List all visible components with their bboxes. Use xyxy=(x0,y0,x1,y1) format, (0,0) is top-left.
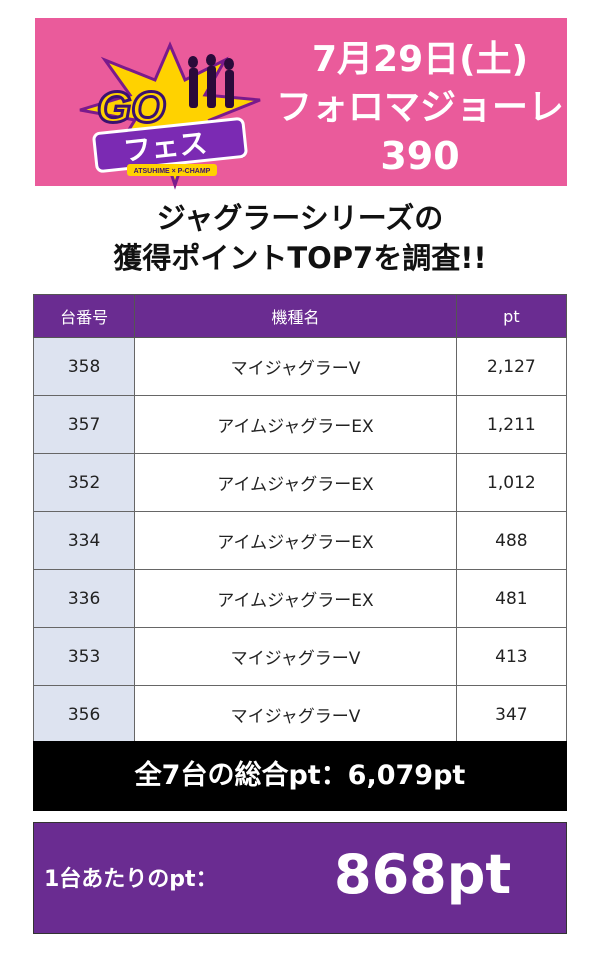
heading-line-1: ジャグラーシリーズの xyxy=(156,201,444,235)
table-row: 352 アイムジャグラーEX 1,012 xyxy=(32,453,568,512)
unit-number-cell: 352 xyxy=(32,453,136,512)
total-points-banner: 全7台の総合pt：6,079pt xyxy=(33,741,567,811)
page-heading: ジャグラーシリーズの 獲得ポイントTOP7を調査!! xyxy=(0,198,600,278)
machine-name-cell: アイムジャグラーEX xyxy=(134,569,457,628)
unit-number-cell: 358 xyxy=(32,337,136,396)
machine-name-cell: アイムジャグラーEX xyxy=(134,395,457,454)
heading-line-2: 獲得ポイントTOP7を調査!! xyxy=(113,241,487,275)
average-value: 868pt xyxy=(334,843,512,906)
unit-number-cell: 357 xyxy=(32,395,136,454)
machine-name-cell: マイジャグラーV xyxy=(134,627,457,686)
table-row: 353 マイジャグラーV 413 xyxy=(32,627,568,686)
average-points-banner: 1台あたりのpt： 868pt xyxy=(33,822,567,934)
header-text: 7月29日(土) フォロマジョーレ 390 xyxy=(270,36,570,180)
machine-name-cell: アイムジャグラーEX xyxy=(134,453,457,512)
column-header-unit: 台番号 xyxy=(32,294,136,338)
average-label: 1台あたりのpt： xyxy=(44,867,218,892)
pt-cell: 347 xyxy=(455,685,568,744)
machine-name-cell: アイムジャグラーEX xyxy=(134,511,457,570)
unit-number-cell: 356 xyxy=(32,685,136,744)
table-row: 358 マイジャグラーV 2,127 xyxy=(32,337,568,396)
store-name: フォロマジョーレ xyxy=(275,87,564,128)
table-header-row: 台番号 機種名 pt xyxy=(32,294,568,338)
unit-number-cell: 334 xyxy=(32,511,136,570)
table-row: 336 アイムジャグラーEX 481 xyxy=(32,569,568,628)
machine-name-cell: マイジャグラーV xyxy=(134,337,457,396)
column-header-machine: 機種名 xyxy=(134,294,457,338)
table-row: 334 アイムジャグラーEX 488 xyxy=(32,511,568,570)
ranking-table: 台番号 機種名 pt 358 マイジャグラーV 2,127 357 アイムジャグ… xyxy=(32,294,568,744)
table-row: 356 マイジャグラーV 347 xyxy=(32,685,568,744)
pt-cell: 1,012 xyxy=(455,453,568,512)
go-fes-logo: GO フェス ATSUHIME × P-CHAMP xyxy=(79,41,261,190)
unit-number-cell: 336 xyxy=(32,569,136,628)
store-number: 390 xyxy=(380,134,460,178)
svg-text:ATSUHIME × P-CHAMP: ATSUHIME × P-CHAMP xyxy=(134,168,211,175)
svg-text:GO: GO xyxy=(97,83,165,132)
table-row: 357 アイムジャグラーEX 1,211 xyxy=(32,395,568,454)
pt-cell: 1,211 xyxy=(455,395,568,454)
pt-cell: 413 xyxy=(455,627,568,686)
machine-name-cell: マイジャグラーV xyxy=(134,685,457,744)
pt-cell: 481 xyxy=(455,569,568,628)
unit-number-cell: 353 xyxy=(32,627,136,686)
pt-cell: 2,127 xyxy=(455,337,568,396)
header-banner: GO フェス ATSUHIME × P-CHAMP 7月29日(土) フォロマジ… xyxy=(35,18,570,190)
pt-cell: 488 xyxy=(455,511,568,570)
event-date: 7月29日(土) xyxy=(311,39,529,80)
column-header-pt: pt xyxy=(455,294,568,338)
